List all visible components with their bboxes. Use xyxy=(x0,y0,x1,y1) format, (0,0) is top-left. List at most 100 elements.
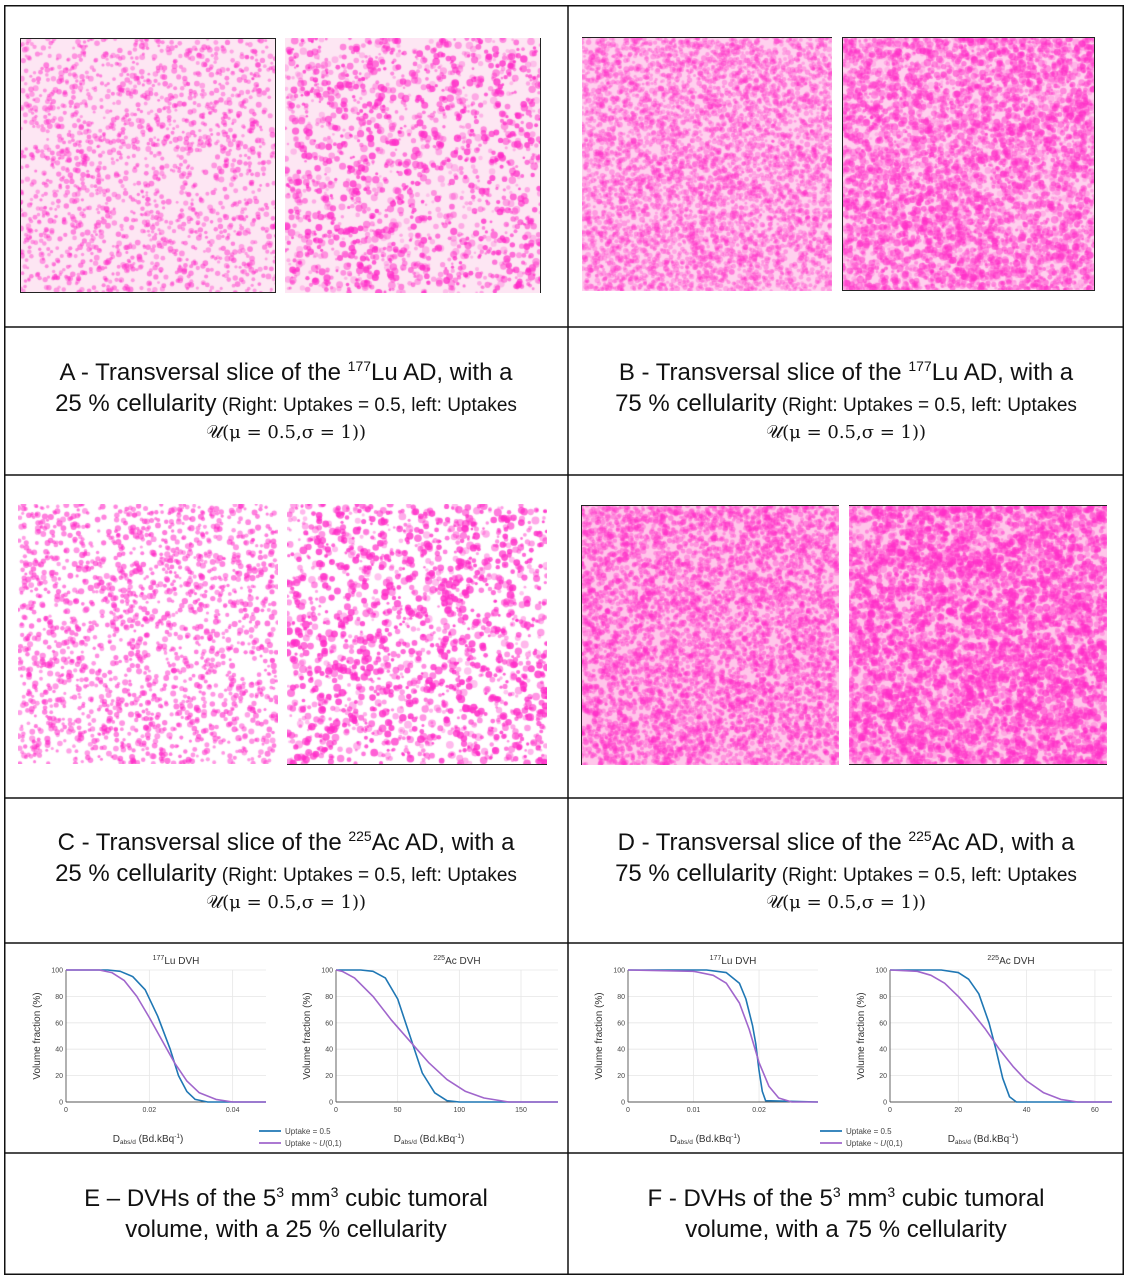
x-axis-label-close: ) xyxy=(461,1134,464,1145)
cell-E-charts: 0 20 40 60 80 100 0 0.02 0.04 177Lu DVH Volume fra… xyxy=(4,943,568,1153)
chart-title-main: Lu DVH xyxy=(721,956,756,967)
x-axis-label: Dabs/d (Bd.kBq-1) xyxy=(670,1133,741,1146)
y-tick-label: 40 xyxy=(55,1047,63,1054)
x-tick-label: 0.01 xyxy=(687,1107,701,1114)
x-axis-label-sub: abs/d xyxy=(401,1139,417,1146)
x-tick-label: 50 xyxy=(394,1107,402,1114)
series-line-uptake-random xyxy=(335,969,558,1103)
y-axis-label: Volume fraction (%) xyxy=(32,992,43,1079)
slice-image-B-right xyxy=(842,37,1095,291)
y-tick-label: 60 xyxy=(617,1020,625,1027)
y-tick-label: 100 xyxy=(875,968,887,975)
slice-image-A-right xyxy=(285,38,541,293)
x-axis-label: Dabs/d (Bd.kBq-1) xyxy=(113,1133,184,1146)
y-tick-label: 20 xyxy=(55,1073,63,1080)
y-axis-label: Volume fraction (%) xyxy=(856,992,867,1079)
x-tick-label: 0.04 xyxy=(226,1107,240,1114)
legend-label: Uptake ~ 𝑈(0,1) xyxy=(285,1139,342,1148)
slice-image-A-left xyxy=(20,38,276,293)
x-tick-label: 0 xyxy=(888,1107,892,1114)
x-tick-label: 0 xyxy=(334,1107,338,1114)
chart-title: 225Ac DVH xyxy=(987,955,1034,967)
chart-title-sup: 177 xyxy=(153,955,165,962)
y-tick-label: 60 xyxy=(55,1020,63,1027)
x-axis-label-sub: abs/d xyxy=(677,1139,693,1146)
series-line-uptake-random xyxy=(889,969,1112,1103)
x-axis-label-main: D xyxy=(670,1134,677,1145)
x-tick-label: 40 xyxy=(1023,1107,1031,1114)
x-tick-label: 0.02 xyxy=(752,1107,766,1114)
y-tick-label: 80 xyxy=(879,994,887,1001)
y-tick-label: 0 xyxy=(329,1100,333,1107)
caption-F: F - DVHs of the 53 mm3 cubic tumoral vol… xyxy=(647,1184,1045,1243)
x-axis-label: Dabs/d (Bd.kBq-1) xyxy=(948,1133,1019,1146)
x-tick-label: 100 xyxy=(453,1107,465,1114)
x-axis-label-close: ) xyxy=(1015,1134,1018,1145)
series-line-uptake-uniform xyxy=(890,969,1112,1103)
chart-title-main: Ac DVH xyxy=(445,956,481,967)
cell-C-images xyxy=(4,475,568,798)
caption-A: A - Transversal slice of the 177Lu AD, w… xyxy=(55,358,517,443)
x-axis-label-unit: (Bd.kBq xyxy=(136,1134,174,1145)
y-tick-label: 0 xyxy=(883,1100,887,1107)
y-tick-label: 40 xyxy=(879,1047,887,1054)
x-tick-label: 60 xyxy=(1091,1107,1099,1114)
caption-D: D - Transversal slice of the 225Ac AD, w… xyxy=(615,827,1077,913)
y-tick-label: 100 xyxy=(321,968,333,975)
series-line-uptake-uniform xyxy=(628,969,819,1103)
slice-image-C-left xyxy=(18,504,278,764)
x-axis-label-main: D xyxy=(394,1134,401,1145)
y-tick-label: 60 xyxy=(325,1020,333,1027)
x-axis-label-close: ) xyxy=(180,1134,183,1145)
x-axis-label-sub: abs/d xyxy=(120,1139,136,1146)
x-axis-label-close: ) xyxy=(737,1134,740,1145)
x-tick-label: 20 xyxy=(954,1107,962,1114)
chart-title-main: Ac DVH xyxy=(999,956,1035,967)
chart-title-sup: 177 xyxy=(710,955,722,962)
y-axis-label: Volume fraction (%) xyxy=(594,992,605,1079)
cell-F-charts: 0 20 40 60 80 100 0 0.01 0.02 177Lu DVH Volume fra… xyxy=(568,943,1124,1153)
legend-label: Uptake = 0.5 xyxy=(846,1127,892,1136)
x-axis-label-sub: abs/d xyxy=(955,1139,971,1146)
chart-title-main: Lu DVH xyxy=(164,956,199,967)
x-tick-label: 0 xyxy=(64,1107,68,1114)
y-tick-label: 80 xyxy=(325,994,333,1001)
cell-B-images xyxy=(568,5,1124,327)
figure-table: A - Transversal slice of the 177Lu AD, w… xyxy=(4,5,1124,1275)
series-line-uptake-uniform xyxy=(66,969,266,1103)
y-tick-label: 80 xyxy=(55,994,63,1001)
y-tick-label: 100 xyxy=(613,968,625,975)
slice-image-D-left xyxy=(581,505,839,765)
chart-title-sup: 225 xyxy=(987,955,999,962)
y-tick-label: 80 xyxy=(617,994,625,1001)
x-axis-label-unit: (Bd.kBq xyxy=(971,1134,1009,1145)
caption-B: B - Transversal slice of the 177Lu AD, w… xyxy=(615,358,1077,443)
series-line-uptake-random xyxy=(627,969,818,1103)
slice-image-C-right xyxy=(287,504,547,764)
caption-E: E – DVHs of the 53 mm3 cubic tumoral vol… xyxy=(84,1184,488,1243)
x-tick-label: 0.02 xyxy=(143,1107,157,1114)
dvh-charts-E: 0 20 40 60 80 100 0 0.02 0.04 177Lu DVH Volume fra… xyxy=(32,955,558,1148)
chart-title: 177Lu DVH xyxy=(153,955,200,967)
chart-title-sup: 225 xyxy=(433,955,445,962)
x-axis-label-unit: (Bd.kBq xyxy=(417,1134,455,1145)
x-tick-label: 150 xyxy=(515,1107,527,1114)
legend-label: Uptake ~ 𝑈(0,1) xyxy=(846,1139,903,1148)
y-tick-label: 20 xyxy=(617,1073,625,1080)
dvh-charts-F: 0 20 40 60 80 100 0 0.01 0.02 177Lu DVH Volume fra… xyxy=(594,955,1112,1148)
x-axis-label-unit: (Bd.kBq xyxy=(693,1134,731,1145)
y-tick-label: 60 xyxy=(879,1020,887,1027)
y-tick-label: 20 xyxy=(879,1073,887,1080)
legend-label: Uptake = 0.5 xyxy=(285,1127,331,1136)
x-axis-label-main: D xyxy=(948,1134,955,1145)
x-axis-label: Dabs/d (Bd.kBq-1) xyxy=(394,1133,465,1146)
x-axis-label-main: D xyxy=(113,1134,120,1145)
x-tick-label: 0 xyxy=(626,1107,630,1114)
caption-C: C - Transversal slice of the 225Ac AD, w… xyxy=(55,827,517,913)
series-line-uptake-uniform xyxy=(336,969,558,1103)
y-tick-label: 20 xyxy=(325,1073,333,1080)
slice-image-B-left xyxy=(582,37,832,291)
cell-D-images xyxy=(568,475,1124,798)
y-tick-label: 40 xyxy=(325,1047,333,1054)
y-tick-label: 0 xyxy=(621,1100,625,1107)
